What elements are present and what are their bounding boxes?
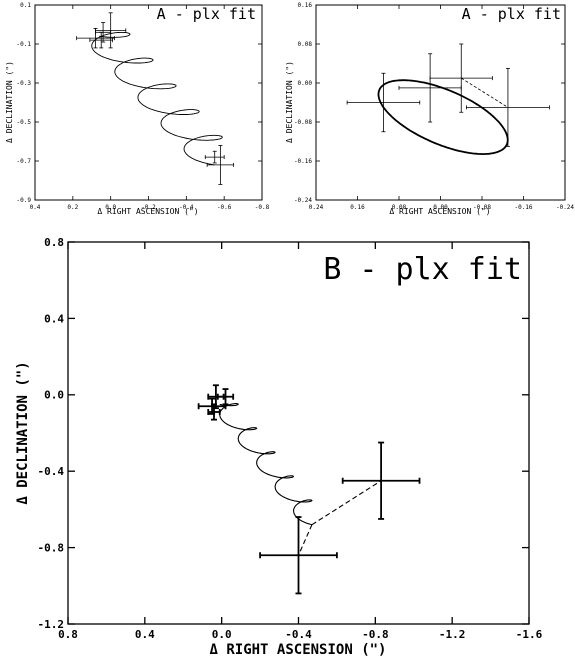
x-tick-label: 0.4 (30, 204, 41, 211)
y-tick-label: -0.3 (17, 80, 32, 87)
connector-line (461, 77, 509, 108)
x-tick-label: 0.0 (212, 628, 232, 641)
x-ticks: 0.24 0.16 0.08 0.00 -0.08 -0.16 -0.24 (309, 5, 574, 211)
panel-a-right: A - plx fit Δ RIGHT ASCENSION (") Δ DECL… (285, 2, 574, 216)
x-tick-label: -0.08 (473, 204, 491, 211)
y-tick-label: 0.16 (298, 2, 313, 9)
x-tick-label: -0.4 (285, 628, 312, 641)
data-marks (197, 384, 421, 595)
y-tick-label: 0.00 (298, 80, 313, 87)
x-tick-label: 0.00 (433, 204, 448, 211)
y-tick-label: -0.9 (17, 197, 32, 204)
parallax-ellipse (377, 79, 509, 156)
x-axis-label: Δ RIGHT ASCENSION (") (209, 642, 386, 657)
parallax-curve (219, 403, 313, 526)
y-tick-label: -1.2 (38, 618, 65, 631)
x-tick-label: 0.08 (392, 204, 407, 211)
data-point (341, 441, 421, 520)
y-tick-label: -0.1 (17, 41, 32, 48)
x-ticks: 0.4 0.2 0.0 -0.2 -0.4 -0.6 -0.8 (30, 5, 270, 211)
data-point (206, 144, 235, 185)
y-axis-label: Δ DECLINATION (") (15, 361, 31, 504)
y-tick-label: 0.1 (20, 2, 31, 9)
x-tick-label: 0.4 (135, 628, 155, 641)
y-tick-label: -0.7 (17, 158, 32, 165)
x-tick-label: -1.6 (516, 628, 543, 641)
y-tick-label: -0.5 (17, 119, 32, 126)
x-axis-label: Δ RIGHT ASCENSION (") (389, 207, 490, 216)
data-marks (346, 43, 550, 156)
data-point (207, 403, 221, 421)
x-tick-label: 0.2 (67, 204, 78, 211)
y-tick-label: -0.4 (38, 465, 65, 478)
chart-title: A - plx fit (462, 5, 561, 23)
plot-frame (34, 4, 263, 201)
y-ticks: 0.16 0.08 0.00 -0.08 -0.16 -0.24 (294, 2, 565, 204)
x-axis-label: Δ RIGHT ASCENSION (") (97, 207, 198, 216)
data-point (429, 43, 493, 113)
data-point (398, 53, 462, 123)
y-tick-label: 0.4 (44, 312, 64, 325)
y-tick-label: -0.24 (294, 197, 312, 204)
x-tick-label: -0.8 (255, 204, 270, 211)
chart-title: A - plx fit (157, 5, 256, 23)
panel-b: B - plx fit Δ RIGHT ASCENSION (") Δ DECL… (15, 236, 543, 657)
y-tick-label: 0.08 (298, 41, 313, 48)
data-point (466, 67, 550, 147)
data-point (346, 72, 421, 133)
x-tick-label: -0.4 (179, 204, 194, 211)
data-point (259, 516, 338, 595)
chart-title: B - plx fit (323, 252, 522, 287)
data-point (204, 150, 225, 164)
x-ticks: 0.8 0.4 0.0 -0.4 -0.8 -1.2 -1.6 (58, 242, 543, 641)
y-tick-label: -0.8 (38, 541, 65, 554)
y-tick-label: 0.0 (44, 389, 64, 402)
x-tick-label: 0.16 (350, 204, 365, 211)
y-ticks: 0.8 0.4 0.0 -0.4 -0.8 -1.2 (38, 236, 529, 631)
dashed-connector (297, 524, 313, 556)
data-point (216, 388, 235, 406)
panel-a-left: A - plx fit Δ RIGHT ASCENSION (") Δ DECL… (5, 2, 270, 216)
y-tick-label: -0.08 (294, 119, 312, 126)
parallax-curve (91, 31, 223, 166)
x-tick-label: -0.2 (141, 204, 156, 211)
x-tick-label: -0.6 (217, 204, 232, 211)
x-tick-label: 0.24 (309, 204, 324, 211)
x-tick-label: -0.16 (514, 204, 532, 211)
data-marks (76, 12, 235, 185)
data-point (89, 31, 113, 49)
y-ticks: 0.1 -0.1 -0.3 -0.5 -0.7 -0.9 (17, 2, 262, 204)
x-tick-label: -0.8 (362, 628, 389, 641)
y-axis-label: Δ DECLINATION (") (5, 61, 14, 143)
x-tick-label: -1.2 (439, 628, 466, 641)
x-tick-label: 0.8 (58, 628, 78, 641)
data-point (95, 22, 112, 43)
y-tick-label: -0.16 (294, 158, 312, 165)
x-tick-label: 0.0 (105, 204, 116, 211)
y-axis-label: Δ DECLINATION (") (285, 61, 294, 143)
x-tick-label: -0.24 (556, 204, 574, 211)
y-tick-label: 0.8 (44, 236, 64, 249)
dashed-connector (311, 480, 382, 526)
